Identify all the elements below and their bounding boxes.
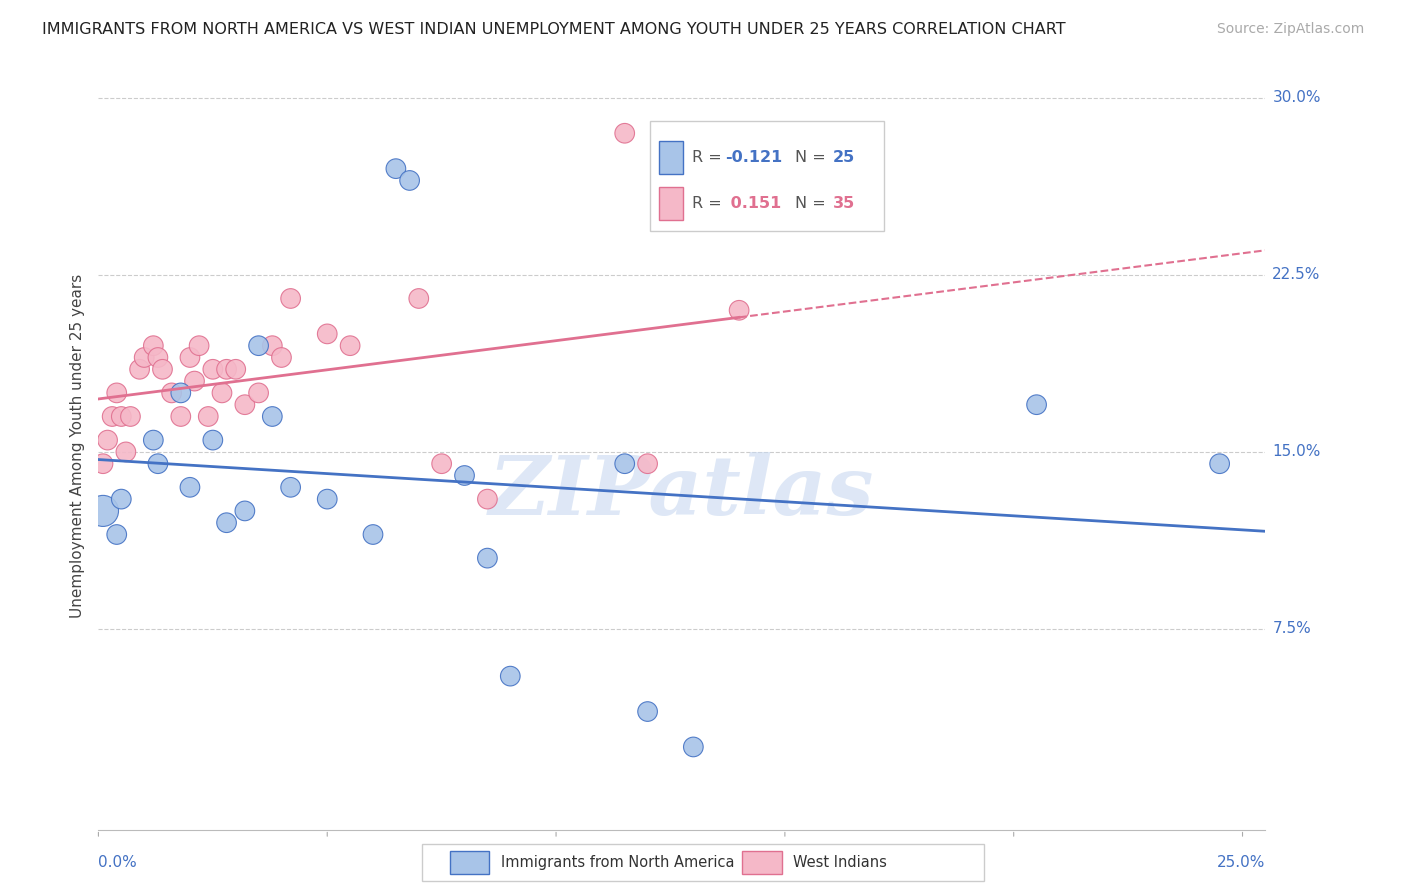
Point <box>170 385 193 400</box>
Text: N =: N = <box>794 195 831 211</box>
Point <box>152 362 174 376</box>
FancyBboxPatch shape <box>650 120 884 231</box>
Text: 25.0%: 25.0% <box>1218 855 1265 870</box>
FancyBboxPatch shape <box>422 844 984 881</box>
Text: 22.5%: 22.5% <box>1272 268 1320 283</box>
Point <box>316 492 339 507</box>
Point <box>183 374 205 388</box>
Text: N =: N = <box>794 150 831 164</box>
Point <box>110 409 132 424</box>
Point <box>339 339 361 353</box>
Point <box>233 504 256 518</box>
Point <box>215 516 238 530</box>
Point <box>477 492 499 507</box>
Text: Immigrants from North America: Immigrants from North America <box>501 855 734 870</box>
Point <box>385 161 408 176</box>
Point <box>188 339 211 353</box>
Point <box>101 409 124 424</box>
Point <box>91 457 114 471</box>
Text: -0.121: -0.121 <box>724 150 782 164</box>
Point <box>179 480 201 494</box>
Text: 25: 25 <box>832 150 855 164</box>
Point <box>270 351 292 365</box>
Point <box>142 339 165 353</box>
Point <box>201 362 224 376</box>
Text: R =: R = <box>692 150 727 164</box>
Point <box>201 433 224 447</box>
Point <box>262 339 284 353</box>
Point <box>211 385 233 400</box>
Point <box>430 457 453 471</box>
Text: Source: ZipAtlas.com: Source: ZipAtlas.com <box>1216 22 1364 37</box>
Point <box>499 669 522 683</box>
Point <box>247 385 270 400</box>
Point <box>120 409 142 424</box>
Point <box>142 433 165 447</box>
Point <box>247 339 270 353</box>
Point <box>453 468 475 483</box>
Point <box>110 492 132 507</box>
Point <box>160 385 183 400</box>
Y-axis label: Unemployment Among Youth under 25 years: Unemployment Among Youth under 25 years <box>69 274 84 618</box>
Point <box>637 457 659 471</box>
Text: IMMIGRANTS FROM NORTH AMERICA VS WEST INDIAN UNEMPLOYMENT AMONG YOUTH UNDER 25 Y: IMMIGRANTS FROM NORTH AMERICA VS WEST IN… <box>42 22 1066 37</box>
Point <box>233 398 256 412</box>
Bar <box>742 851 782 874</box>
Point <box>105 385 128 400</box>
Text: 15.0%: 15.0% <box>1272 444 1320 459</box>
Point <box>134 351 156 365</box>
Point <box>97 433 120 447</box>
Point <box>146 457 169 471</box>
Point <box>170 409 193 424</box>
Point <box>1025 398 1047 412</box>
Point <box>128 362 150 376</box>
Point <box>1208 457 1230 471</box>
Point <box>225 362 247 376</box>
Point <box>179 351 201 365</box>
Point <box>637 705 659 719</box>
Bar <box>659 141 682 174</box>
Point <box>398 173 420 187</box>
Text: West Indians: West Indians <box>793 855 887 870</box>
Text: 30.0%: 30.0% <box>1272 90 1320 105</box>
Text: ZIPatlas: ZIPatlas <box>489 452 875 532</box>
Point <box>262 409 284 424</box>
Point <box>197 409 219 424</box>
Point <box>91 504 114 518</box>
Point <box>361 527 384 541</box>
Point <box>215 362 238 376</box>
Text: 0.151: 0.151 <box>724 195 780 211</box>
Text: 35: 35 <box>832 195 855 211</box>
Point <box>613 126 636 140</box>
Point <box>146 351 169 365</box>
Point <box>408 292 430 306</box>
Point <box>613 457 636 471</box>
Point <box>316 326 339 341</box>
Point <box>280 480 302 494</box>
Point <box>280 292 302 306</box>
Point <box>682 739 704 754</box>
Bar <box>450 851 489 874</box>
Bar <box>659 186 682 219</box>
Text: 7.5%: 7.5% <box>1272 622 1310 636</box>
Text: 0.0%: 0.0% <box>98 855 138 870</box>
Point <box>115 445 138 459</box>
Point <box>728 303 751 318</box>
Point <box>477 551 499 566</box>
Point <box>105 527 128 541</box>
Text: R =: R = <box>692 195 727 211</box>
